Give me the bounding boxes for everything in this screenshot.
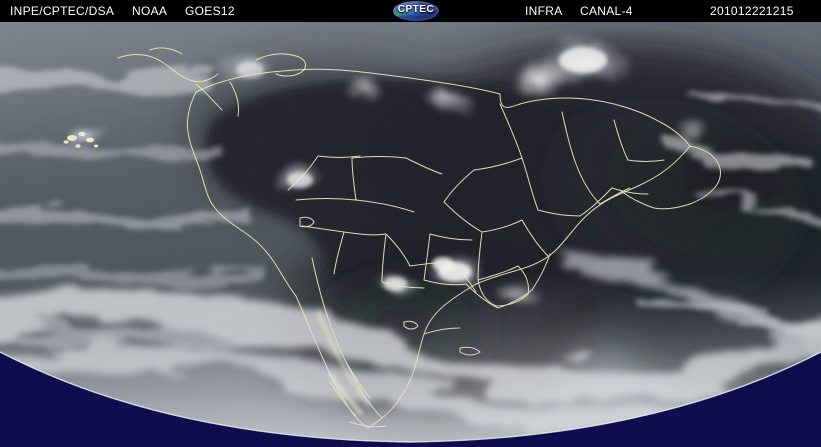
header-agency: NOAA	[132, 4, 168, 18]
satellite-image-stage	[0, 22, 821, 447]
galapagos-islands	[63, 131, 99, 148]
earth-limb-edge	[0, 351, 821, 443]
header-institute: INPE/CPTEC/DSA	[10, 4, 115, 18]
header-satellite: GOES12	[185, 4, 235, 18]
cptec-logo-icon: CPTEC	[393, 1, 439, 21]
header-band-type: INFRA	[525, 4, 563, 18]
header-bar: INPE/CPTEC/DSA NOAA GOES12 INFRA CANAL-4…	[0, 0, 821, 22]
logo-label: CPTEC	[397, 4, 435, 15]
header-timestamp: 201012221215	[710, 4, 794, 18]
satellite-infrared-image	[0, 22, 821, 447]
header-channel: CANAL-4	[580, 4, 633, 18]
earth-disc	[0, 22, 821, 442]
